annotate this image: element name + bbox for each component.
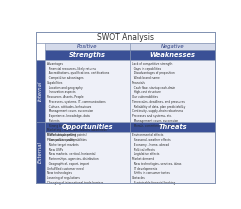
FancyBboxPatch shape	[45, 122, 130, 132]
FancyBboxPatch shape	[130, 50, 215, 60]
FancyBboxPatch shape	[45, 60, 130, 122]
Text: Opportunities: Opportunities	[62, 124, 113, 130]
FancyBboxPatch shape	[130, 122, 215, 132]
Text: Positive: Positive	[77, 44, 98, 49]
Text: Environmental effects
  Seasonal, weather effects
  Economy - home, abroad
  Pol: Environmental effects Seasonal, weather …	[132, 133, 181, 209]
Text: Negative: Negative	[161, 44, 184, 49]
Text: Threats: Threats	[158, 124, 187, 130]
FancyBboxPatch shape	[45, 132, 130, 183]
Text: Strengths: Strengths	[69, 52, 106, 58]
FancyBboxPatch shape	[130, 43, 215, 50]
Text: Weaknesses: Weaknesses	[150, 52, 195, 58]
Text: Advantages
  Financial resources, likely returns
  Accreditations, qualification: Advantages Financial resources, likely r…	[47, 62, 109, 142]
Text: External: External	[38, 141, 43, 163]
FancyBboxPatch shape	[45, 43, 130, 50]
Text: Market development
  Competition vulnerabilities
  Niche target markets
  New US: Market development Competition vulnerabi…	[47, 133, 106, 204]
Text: Internal: Internal	[38, 81, 43, 101]
Text: Lack of competitive strength
  Gaps in capabilities
  Disadvantages of propositi: Lack of competitive strength Gaps in cap…	[132, 62, 185, 127]
FancyBboxPatch shape	[36, 60, 45, 122]
FancyBboxPatch shape	[130, 132, 215, 183]
FancyBboxPatch shape	[36, 122, 45, 183]
FancyBboxPatch shape	[45, 50, 130, 60]
FancyBboxPatch shape	[36, 32, 215, 43]
FancyBboxPatch shape	[36, 32, 215, 183]
FancyBboxPatch shape	[130, 60, 215, 122]
Text: SWOT Analysis: SWOT Analysis	[97, 33, 154, 42]
